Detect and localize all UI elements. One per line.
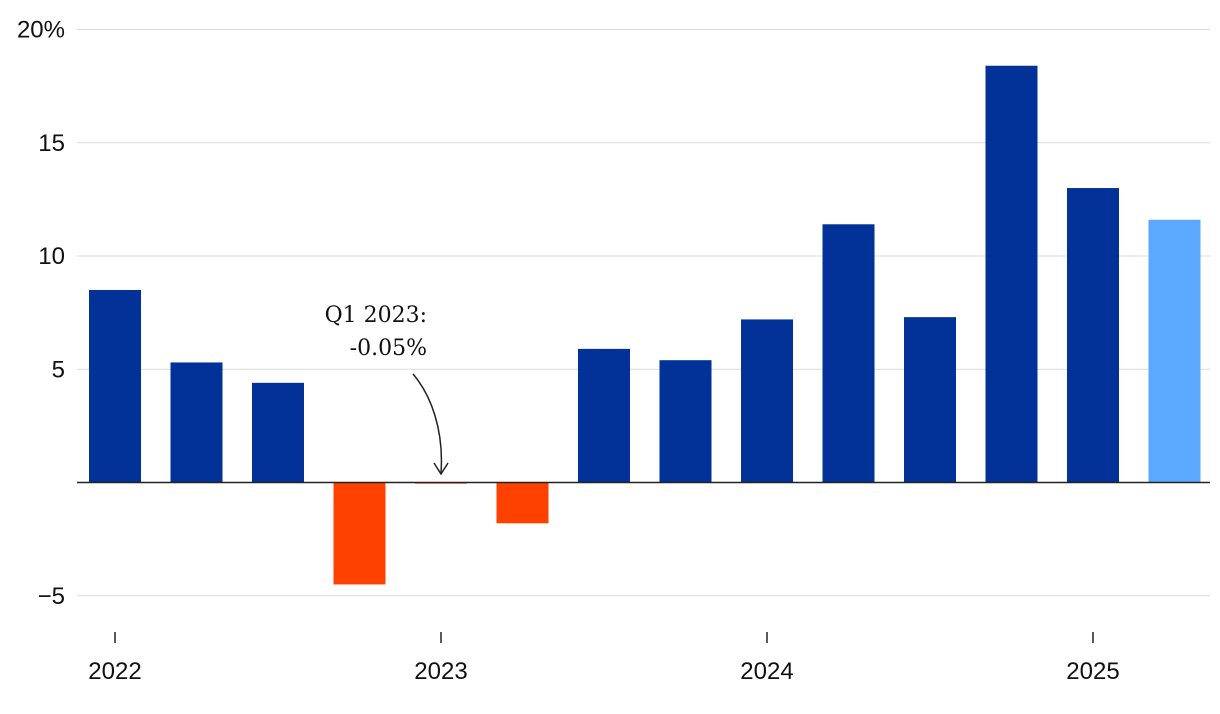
x-axis: 2022 2023 2024 2025 xyxy=(88,632,1120,685)
bar-q1-2022 xyxy=(89,289,141,483)
y-tick-label: 20% xyxy=(17,17,65,44)
bar-q4-2023 xyxy=(659,360,712,483)
y-tick-label: 10 xyxy=(38,243,65,270)
x-tick-label-2023: 2023 xyxy=(414,658,467,685)
bar-q1-2025 xyxy=(1067,188,1119,483)
gridlines xyxy=(77,29,1210,597)
bar-q4-2024 xyxy=(985,65,1038,483)
bar-q3-2023 xyxy=(578,348,630,483)
bar-q2-2024 xyxy=(822,224,875,483)
bar-q4-2022 xyxy=(333,482,386,585)
annotation-label-line-2: -0.05% xyxy=(350,336,427,361)
x-tick-label-2024: 2024 xyxy=(740,658,793,685)
x-tick-label-2025: 2025 xyxy=(1066,658,1119,685)
bar-q3-2022 xyxy=(252,382,304,483)
annotation-label-line-1: Q1 2023: xyxy=(325,303,427,328)
bar-q1-2024 xyxy=(741,319,793,483)
annotation-arrowhead xyxy=(433,462,449,476)
annotation-arrow xyxy=(412,373,443,474)
y-axis-labels: −5 5 10 15 20% xyxy=(17,17,65,610)
bar-q3-2024 xyxy=(904,317,956,483)
y-tick-label: −5 xyxy=(38,583,65,610)
bar-q2-2022 xyxy=(170,362,223,483)
y-tick-label: 5 xyxy=(52,356,65,383)
bar-q2-2025 xyxy=(1148,219,1201,483)
annotation: Q1 2023: -0.05% xyxy=(325,303,449,476)
y-tick-label: 15 xyxy=(38,130,65,157)
x-tick-label-2022: 2022 xyxy=(88,658,141,685)
bars xyxy=(89,65,1201,585)
bar-q2-2023 xyxy=(496,482,549,524)
